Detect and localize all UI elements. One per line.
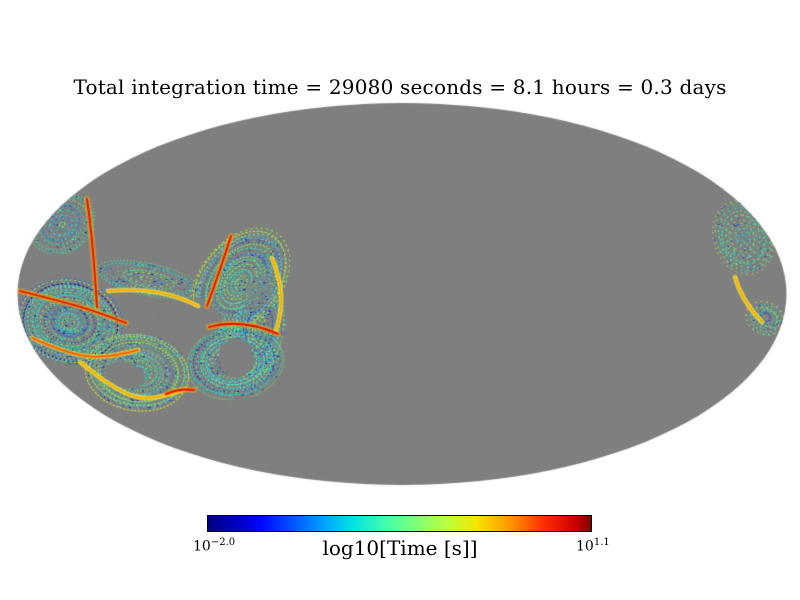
plot-title: Total integration time = 29080 seconds =… bbox=[73, 75, 727, 99]
colorbar-min-tick-base: 10 bbox=[193, 538, 211, 555]
colorbar-max-tick-base: 10 bbox=[576, 538, 594, 555]
colorbar-max-tick-exponent: 1.1 bbox=[593, 537, 610, 548]
colorbar-axis-label: log10[Time [s]] bbox=[322, 536, 478, 560]
colorbar-max-tick-label: 101.1 bbox=[576, 537, 610, 555]
colorbar-min-tick-exponent: −2.0 bbox=[210, 537, 236, 548]
colorbar-gradient bbox=[207, 515, 592, 532]
colorbar-min-tick-label: 10−2.0 bbox=[193, 537, 235, 555]
